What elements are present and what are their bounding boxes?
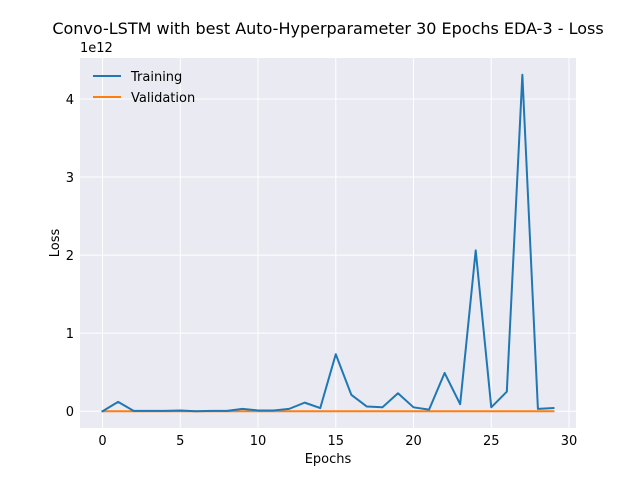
x-axis-label: Epochs: [305, 452, 352, 467]
legend: Training Validation: [93, 70, 195, 106]
y-tick-label: 2: [66, 249, 74, 264]
x-tick-label: 5: [176, 434, 184, 449]
y-tick-label: 0: [66, 405, 74, 420]
series-lines: [101, 73, 555, 413]
x-tick-label: 15: [328, 434, 345, 449]
x-tick-label: 30: [561, 434, 578, 449]
y-axis-label: Loss: [48, 229, 63, 258]
x-tick-label: 10: [250, 434, 267, 449]
tick-labels: 0 5 10 15 20 25 30 0 1 2 3 4: [66, 93, 578, 449]
y-tick-label: 4: [66, 93, 74, 108]
chart-title: Convo-LSTM with best Auto-Hyperparameter…: [52, 19, 603, 38]
y-tick-label: 3: [66, 171, 74, 186]
plot-area: [80, 58, 576, 428]
x-tick-label: 20: [405, 434, 422, 449]
series-line-training: [101, 73, 555, 413]
y-tick-label: 1: [66, 327, 74, 342]
x-tick-label: 25: [483, 434, 500, 449]
grid: [80, 58, 576, 428]
x-tick-label: 0: [98, 434, 106, 449]
y-scale-label: 1e12: [80, 41, 113, 56]
legend-label-training: Training: [130, 70, 182, 85]
legend-label-validation: Validation: [131, 91, 195, 106]
